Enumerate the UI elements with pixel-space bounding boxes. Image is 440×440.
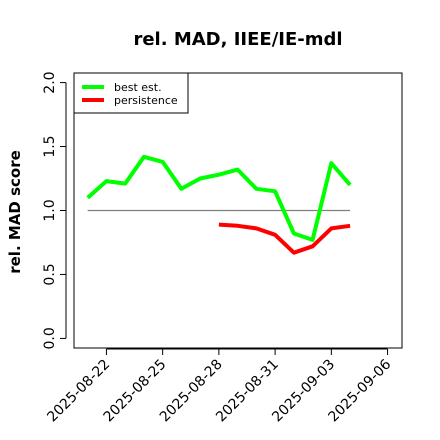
legend: best est.persistence <box>73 72 189 114</box>
series-line-persistence <box>218 222 351 255</box>
y-tick-label: 0.5 <box>42 263 58 285</box>
legend-label: best est. <box>114 81 162 94</box>
x-axis: 2025-08-222025-08-252025-08-282025-08-31… <box>44 348 394 425</box>
y-tick-label: 0.0 <box>42 327 58 349</box>
series-layer <box>86 154 352 255</box>
y-tick-label: 2.0 <box>42 71 58 93</box>
y-tick-label: 1.0 <box>42 199 58 221</box>
y-tick-label: 1.5 <box>42 135 58 157</box>
legend-label: persistence <box>114 94 178 107</box>
y-axis: 0.0 0.5 1.0 1.5 2.0 <box>42 71 67 350</box>
series-line-best-est <box>86 154 352 242</box>
legend-box <box>73 72 189 114</box>
y-axis-label: rel. MAD score <box>6 150 24 274</box>
plot-area-border <box>73 72 403 349</box>
chart-title: rel. MAD, IIEE/IE-mdl <box>133 29 342 50</box>
